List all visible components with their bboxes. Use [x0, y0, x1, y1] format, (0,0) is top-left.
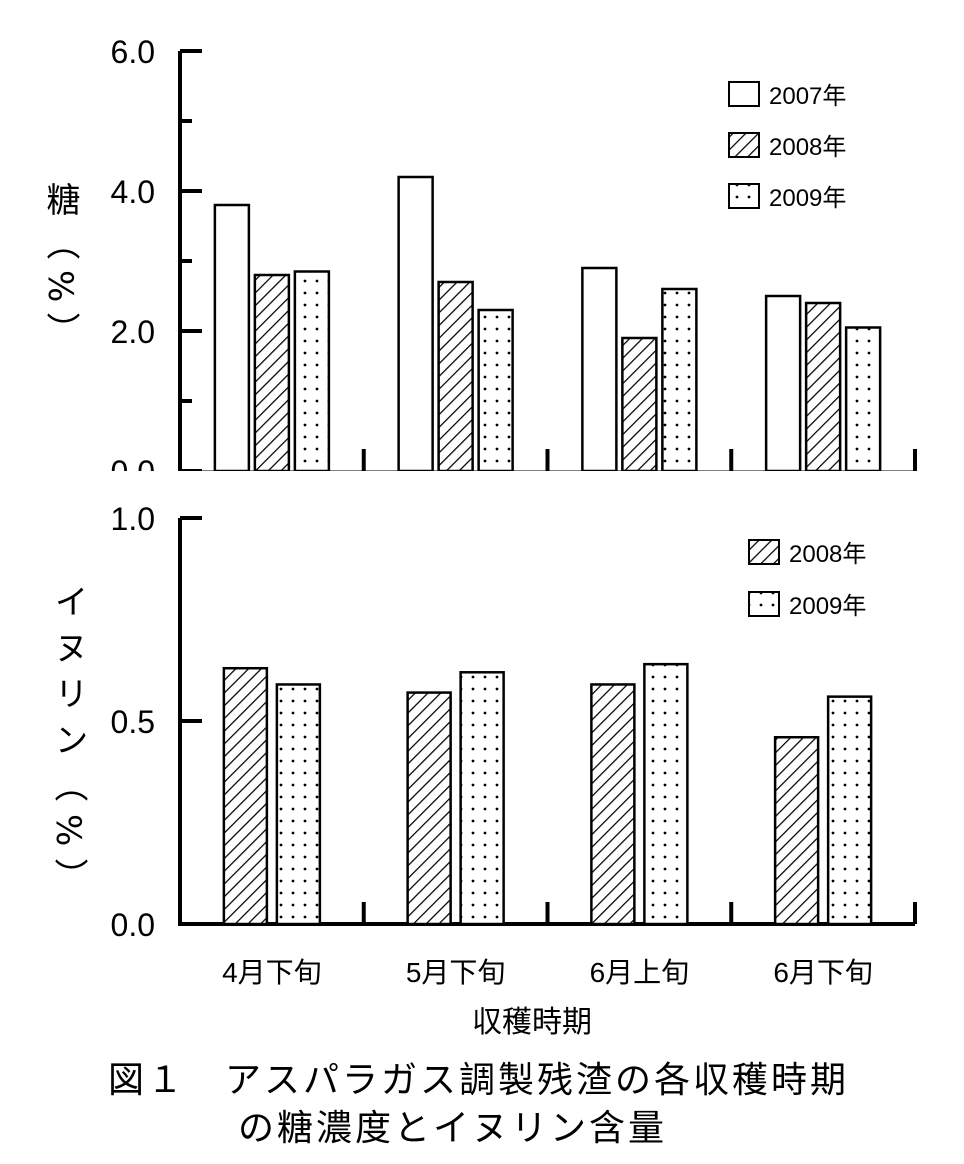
y-tick-label: 4.0	[111, 174, 155, 210]
y-tick-label: 0.5	[111, 704, 155, 740]
x-category-label: 5月下旬	[406, 957, 506, 988]
bar-2007年-6月下旬	[764, 294, 802, 471]
bar-2008年-6月上旬	[590, 683, 636, 926]
bar-2009年-5月下旬	[477, 308, 514, 471]
caption-line2: の糖濃度とイヌリン含量	[238, 1108, 667, 1149]
top-y-axis-title: 糖（%）	[40, 182, 80, 356]
legend-swatch-2009年	[748, 591, 780, 617]
bar-2008年-4月下旬	[222, 666, 269, 926]
legend-swatch-2008年	[748, 539, 780, 565]
bar-2008年-4月下旬	[253, 273, 291, 471]
y-tick-label: 1.0	[111, 501, 155, 537]
y-tick-label: 6.0	[111, 34, 155, 70]
bar-2008年-6月下旬	[773, 735, 820, 926]
legend-label: 2008年	[769, 134, 846, 161]
bar-2009年-4月下旬	[293, 270, 331, 471]
x-category-label: 6月下旬	[773, 957, 873, 988]
bar-2008年-5月下旬	[437, 280, 474, 471]
bar-2007年-4月下旬	[213, 203, 251, 471]
bar-2007年-5月下旬	[397, 175, 434, 471]
legend-label: 2008年	[789, 541, 866, 568]
bar-2009年-4月下旬	[275, 683, 322, 926]
bar-2008年-6月下旬	[804, 301, 842, 471]
y-tick-label: 0.0	[111, 907, 155, 943]
x-category-label: 6月上旬	[590, 957, 690, 988]
bar-2009年-6月上旬	[661, 287, 698, 471]
bar-2008年-5月下旬	[406, 691, 452, 926]
bar-2009年-6月下旬	[844, 326, 882, 471]
bar-2009年-6月下旬	[826, 695, 873, 926]
bar-2009年-5月下旬	[459, 671, 505, 926]
legend-label: 2009年	[769, 185, 846, 212]
caption-line1: 図１ アスパラガス調製残渣の各収穫時期	[108, 1060, 849, 1101]
legend-swatch-2007年	[728, 81, 760, 107]
bottom-y-axis-title: イヌリン（%）	[48, 584, 88, 904]
bar-2009年-6月上旬	[643, 662, 689, 926]
legend-label: 2009年	[789, 593, 866, 620]
bar-2007年-6月上旬	[581, 266, 618, 471]
y-tick-label: 2.0	[111, 314, 155, 350]
x-category-label: 4月下旬	[222, 957, 322, 988]
bar-2008年-6月上旬	[621, 336, 658, 471]
legend-label: 2007年	[769, 83, 846, 110]
y-tick-label: 0.0	[111, 454, 155, 490]
legend-swatch-2008年	[728, 132, 760, 158]
x-axis-title: 収穫時期	[472, 1006, 592, 1039]
legend-swatch-2009年	[728, 183, 760, 209]
